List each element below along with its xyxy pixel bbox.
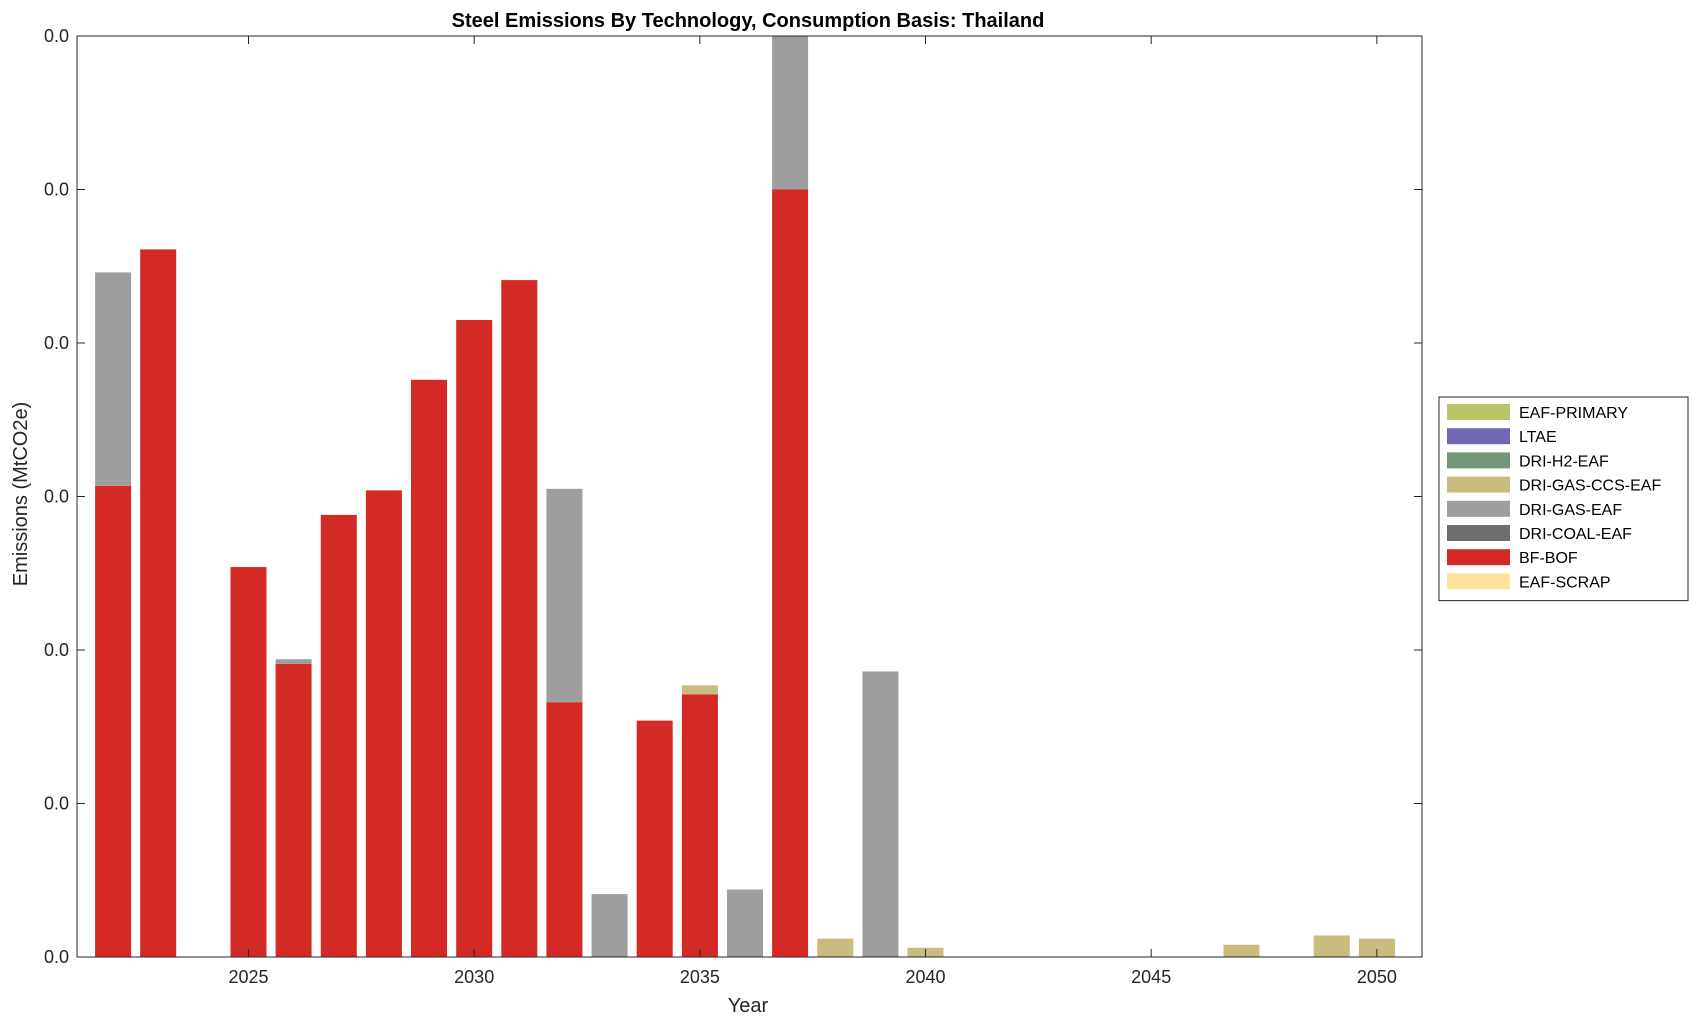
legend-swatch-dri-gas-eaf <box>1447 500 1510 517</box>
bars <box>95 36 1395 957</box>
legend-swatch-eaf-scrap <box>1447 573 1510 590</box>
bar-bf-bof-2027 <box>320 514 357 957</box>
bar-dri-gas-eaf-2022 <box>95 272 132 486</box>
bar-bf-bof-2037 <box>772 189 809 957</box>
bar-dri-gas-ccs-eaf-2049 <box>1313 935 1350 957</box>
y-axis-title: Emissions (MtCO2e) <box>10 402 32 586</box>
bar-dri-gas-eaf-2033 <box>591 894 628 957</box>
legend-box <box>1438 396 1689 602</box>
bar-bf-bof-2035 <box>681 694 718 957</box>
legend-label-dri-gas-eaf: DRI-GAS-EAF <box>1519 502 1622 519</box>
y-tick-label: 0.0 <box>44 487 69 507</box>
legend-swatch-dri-gas-ccs-eaf <box>1447 476 1510 493</box>
legend-label-ltae: LTAE <box>1519 429 1557 446</box>
bar-dri-gas-eaf-2037 <box>772 36 809 190</box>
plot-area: 2025 2030 2035 2040 2045 2050 0.0 0.0 0.0 0.0 0.0 0… <box>44 26 1423 987</box>
legend-swatch-bf-bof <box>1447 549 1510 566</box>
bar-dri-gas-eaf-2032 <box>546 488 583 703</box>
bar-dri-gas-ccs-eaf-2038 <box>817 938 854 957</box>
legend-label-dri-coal-eaf: DRI-COAL-EAF <box>1519 526 1632 543</box>
legend-swatch-eaf-primary <box>1447 404 1510 420</box>
y-tick-label: 0.0 <box>44 947 69 967</box>
bar-bf-bof-2031 <box>501 280 538 957</box>
legend-label-bf-bof: BF-BOF <box>1519 550 1578 567</box>
legend-swatch-dri-h2-eaf <box>1447 452 1510 469</box>
x-tick-label: 2030 <box>454 967 494 987</box>
bar-dri-gas-eaf-2036 <box>727 889 763 957</box>
y-tick-label: 0.0 <box>44 26 69 46</box>
bar-bf-bof-2029 <box>411 379 447 957</box>
y-tick-label: 0.0 <box>44 794 69 814</box>
y-tick-label: 0.0 <box>44 640 69 660</box>
bar-bf-bof-2022 <box>95 485 132 957</box>
x-tick-label: 2045 <box>1131 967 1171 987</box>
bar-bf-bof-2026 <box>275 663 312 957</box>
x-tick-label: 2035 <box>680 967 720 987</box>
bar-dri-gas-eaf-2039 <box>862 671 899 957</box>
bar-bf-bof-2030 <box>456 320 493 957</box>
x-tick-label: 2050 <box>1357 967 1397 987</box>
x-tick-label: 2025 <box>228 967 268 987</box>
bar-bf-bof-2025 <box>230 567 267 957</box>
bar-dri-gas-ccs-eaf-2047 <box>1223 944 1260 957</box>
bar-bf-bof-2028 <box>365 490 402 957</box>
legend-label-dri-h2-eaf: DRI-H2-EAF <box>1519 453 1609 470</box>
bar-dri-gas-eaf-2026 <box>275 659 312 664</box>
x-tick-label: 2040 <box>906 967 946 987</box>
legend-label-dri-gas-ccs-eaf: DRI-GAS-CCS-EAF <box>1519 478 1661 495</box>
chart-title: Steel Emissions By Technology, Consumpti… <box>452 10 1045 32</box>
x-axis-title: Year <box>728 995 769 1017</box>
bar-bf-bof-2034 <box>636 720 673 957</box>
legend-label-eaf-primary: EAF-PRIMARY <box>1519 405 1628 422</box>
bar-dri-gas-ccs-eaf-2050 <box>1358 938 1395 957</box>
legend: EAF-PRIMARY LTAE DRI-H2-EAF DRI-GAS-CCS-EAF… <box>1438 396 1689 602</box>
bar-dri-gas-ccs-eaf-2035 <box>681 685 718 695</box>
y-tick-label: 0.0 <box>44 180 69 200</box>
bar-bf-bof-2023 <box>140 249 177 957</box>
legend-swatch-ltae <box>1447 428 1510 445</box>
legend-swatch-dri-coal-eaf <box>1447 525 1510 541</box>
y-tick-label: 0.0 <box>44 333 69 353</box>
legend-label-eaf-scrap: EAF-SCRAP <box>1519 574 1611 591</box>
bar-bf-bof-2032 <box>546 702 583 957</box>
